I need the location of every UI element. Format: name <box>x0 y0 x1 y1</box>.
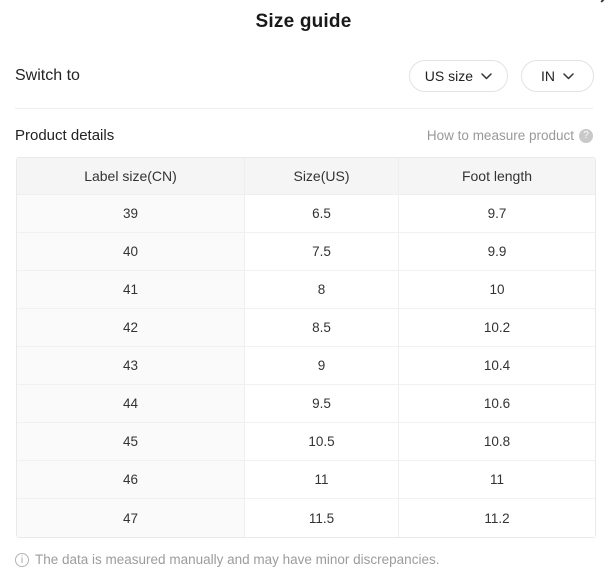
table-cell: 10.4 <box>398 347 595 385</box>
help-icon[interactable]: ? <box>579 128 593 143</box>
column-header-foot-length: Foot length <box>398 158 595 195</box>
table-cell: 43 <box>17 347 244 385</box>
page-title: Size guide <box>255 11 352 32</box>
table-row: 40 7.5 9.9 <box>17 233 595 271</box>
switch-to-label: Switch to <box>15 67 80 84</box>
switch-row: Switch to US size IN <box>0 60 607 92</box>
us-size-dropdown[interactable]: US size <box>408 60 508 92</box>
chevron-down-icon <box>563 72 574 79</box>
divider <box>15 108 593 109</box>
table-cell: 46 <box>17 461 244 499</box>
table-cell: 11.2 <box>398 499 595 537</box>
table-row: 43 9 10.4 <box>17 347 595 385</box>
table-row: 42 8.5 10.2 <box>17 309 595 347</box>
table-row: 44 9.5 10.6 <box>17 385 595 423</box>
table-cell: 41 <box>17 271 244 309</box>
unit-dropdown-label: IN <box>541 68 555 84</box>
table-cell: 45 <box>17 423 244 461</box>
how-to-measure-link[interactable]: How to measure product ? <box>427 128 593 143</box>
table-header-row: Label size(CN) Size(US) Foot length <box>17 158 595 195</box>
table-cell: 11 <box>244 461 398 499</box>
table-cell: 10.2 <box>398 309 595 347</box>
column-header-size-us: Size(US) <box>244 158 398 195</box>
table-cell: 9.7 <box>398 195 595 233</box>
table-cell: 10.5 <box>244 423 398 461</box>
close-icon[interactable]: ✕ <box>598 0 607 8</box>
table-row: 41 8 10 <box>17 271 595 309</box>
table-cell: 9.9 <box>398 233 595 271</box>
table-cell: 47 <box>17 499 244 537</box>
table-cell: 10 <box>398 271 595 309</box>
table-cell: 10.8 <box>398 423 595 461</box>
table-cell: 11 <box>398 461 595 499</box>
table-cell: 42 <box>17 309 244 347</box>
table-cell: 9.5 <box>244 385 398 423</box>
column-header-label-size: Label size(CN) <box>17 158 244 195</box>
table-cell: 40 <box>17 233 244 271</box>
details-row: Product details How to measure product ? <box>15 127 593 144</box>
unit-dropdown[interactable]: IN <box>521 60 594 92</box>
table-cell: 10.6 <box>398 385 595 423</box>
table-cell: 39 <box>17 195 244 233</box>
table-row: 45 10.5 10.8 <box>17 423 595 461</box>
how-to-measure-label: How to measure product <box>426 128 574 143</box>
table-cell: 8 <box>244 271 398 309</box>
chevron-down-icon <box>481 72 492 79</box>
table-row: 39 6.5 9.7 <box>17 195 595 233</box>
table-row: 46 11 11 <box>17 461 595 499</box>
unit-switcher: US size IN <box>408 60 594 92</box>
table-row: 47 11.5 11.2 <box>17 499 595 537</box>
disclaimer-note: i The data is measured manually and may … <box>15 552 607 567</box>
table-cell: 8.5 <box>244 309 398 347</box>
table-cell: 7.5 <box>244 233 398 271</box>
disclaimer-text: The data is measured manually and may ha… <box>35 552 440 567</box>
size-table: Label size(CN) Size(US) Foot length 39 6.… <box>16 157 596 538</box>
table-cell: 6.5 <box>244 195 398 233</box>
table-cell: 9 <box>244 347 398 385</box>
table-cell: 11.5 <box>244 499 398 537</box>
product-details-label: Product details <box>15 127 115 144</box>
info-icon: i <box>15 552 29 567</box>
us-size-dropdown-label: US size <box>424 68 473 84</box>
table-cell: 44 <box>17 385 244 423</box>
